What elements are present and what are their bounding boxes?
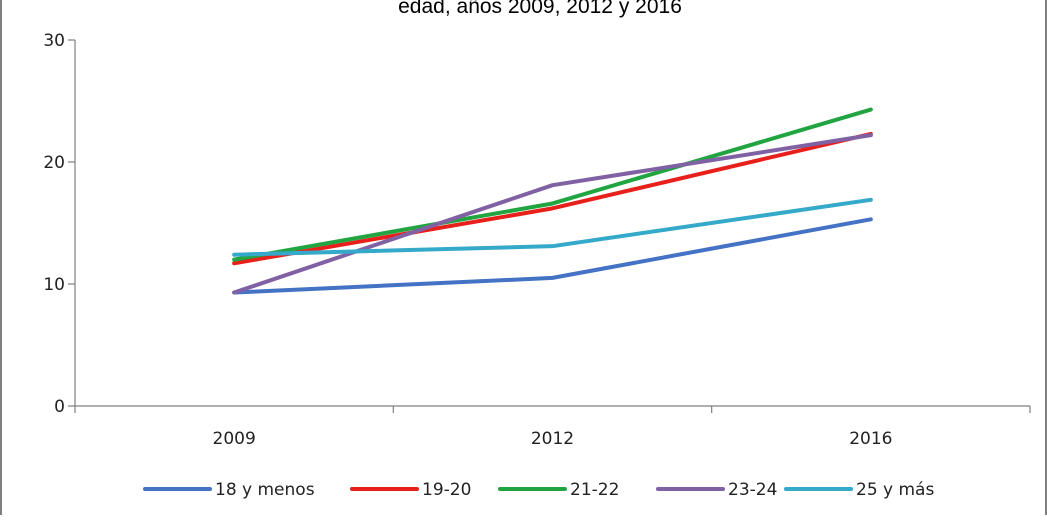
series-group	[232, 107, 873, 295]
series-line-0	[232, 217, 873, 295]
legend: 18 y menos 19-20 21-22 23-24 25 y más	[143, 480, 934, 500]
y-tick-label: 10	[43, 275, 65, 295]
y-tick-label: 0	[54, 397, 65, 417]
legend-label: 25 y más	[856, 480, 934, 500]
series-line-1	[232, 131, 873, 266]
x-tick-label: 2016	[849, 429, 892, 449]
chart-title: edad, años 2009, 2012 y 2016	[398, 0, 682, 18]
series-line-2	[232, 107, 873, 262]
y-tick-label: 20	[43, 153, 65, 173]
legend-label: 21-22	[570, 480, 619, 500]
axes: 0 10 20 30 2009 2012 2016	[43, 31, 1031, 449]
legend-label: 18 y menos	[215, 480, 315, 500]
series-line-3	[232, 133, 873, 295]
series-line-4	[232, 197, 873, 257]
y-tick-label: 30	[43, 31, 65, 51]
x-tick-label: 2009	[213, 429, 256, 449]
legend-label: 19-20	[422, 480, 471, 500]
legend-label: 23-24	[728, 480, 777, 500]
x-tick-label: 2012	[531, 429, 574, 449]
